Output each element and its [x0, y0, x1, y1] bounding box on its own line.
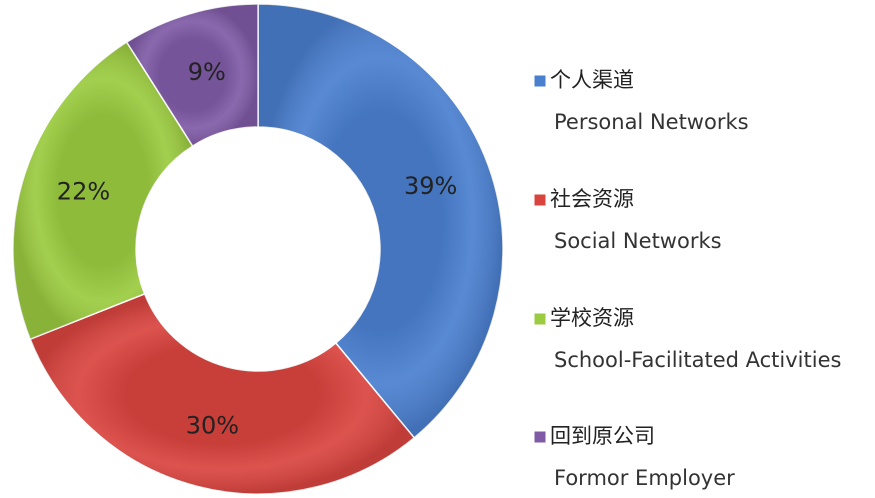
slice-shade [126, 4, 258, 146]
legend-subtitle: Personal Networks [554, 110, 749, 134]
legend-swatch [533, 430, 547, 444]
legend-swatch [533, 193, 547, 207]
slice-label: 30% [186, 412, 239, 440]
legend-label: 学校资源 [550, 306, 634, 330]
legend-subtitle: Social Networks [554, 229, 722, 253]
legend-label: 社会资源 [550, 187, 634, 211]
legend-subtitle: Formor Employer [554, 466, 735, 490]
legend-label: 回到原公司 [550, 424, 655, 448]
slice-label: 39% [404, 172, 457, 200]
slice-label: 22% [57, 177, 110, 205]
slice-shade [30, 293, 415, 494]
slice-shade [13, 42, 193, 340]
legend-swatch [533, 74, 547, 88]
legend-label: 个人渠道 [550, 68, 634, 92]
legend-swatch [533, 312, 547, 326]
slice-shade [258, 4, 503, 438]
legend-subtitle: School-Facilitated Activities [554, 348, 841, 372]
slice-label: 9% [188, 58, 226, 86]
